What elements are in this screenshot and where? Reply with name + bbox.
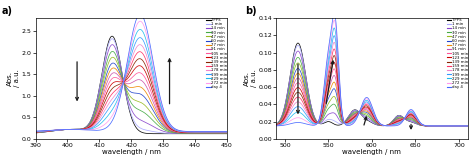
Text: b): b) (246, 6, 257, 16)
X-axis label: wavelength / nm: wavelength / nm (102, 149, 161, 155)
Legend: TPPS, 1 min, 14 min, 30 min, 47 min, 60 min, 77 min, 91 min, 105 min, 123 min, 1: TPPS, 1 min, 14 min, 30 min, 47 min, 60 … (446, 18, 469, 90)
Text: a): a) (1, 6, 12, 16)
Legend: TPPS, 1 min, 14 min, 30 min, 47 min, 60 min, 77 min, 91 min, 105 min, 123 min, 1: TPPS, 1 min, 14 min, 30 min, 47 min, 60 … (206, 18, 228, 90)
X-axis label: wavelength / nm: wavelength / nm (342, 149, 401, 155)
Y-axis label: Abs.
/ a.u.: Abs. / a.u. (7, 70, 20, 87)
Y-axis label: Abs.
/ a.u.: Abs. / a.u. (244, 70, 257, 87)
